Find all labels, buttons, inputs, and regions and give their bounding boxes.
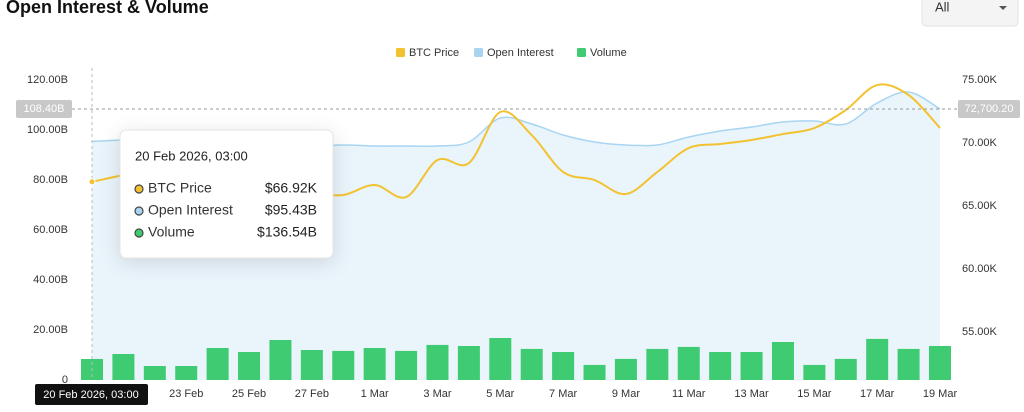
x-tick-label: 9 Mar	[612, 388, 640, 400]
x-tick-label: 23 Feb	[169, 388, 203, 400]
tooltip-name: Open Interest	[148, 202, 233, 218]
dropdown-value[interactable]: All	[935, 0, 950, 14]
y2-tick-label: 55.00K	[962, 326, 998, 338]
volume-bar	[552, 352, 575, 380]
crosshair-y2-label: 72,700.20	[965, 103, 1014, 115]
x-tick-label: 27 Feb	[295, 388, 329, 400]
volume-bar	[269, 340, 292, 380]
tooltip-swatch	[134, 184, 144, 194]
volume-bar	[426, 344, 449, 380]
x-tick-label: 17 Mar	[860, 388, 895, 400]
dropdown-caret	[999, 6, 1007, 10]
volume-bar	[520, 348, 543, 380]
volume-bar	[143, 366, 166, 380]
volume-bar	[740, 352, 763, 380]
crosshair-y-badge	[16, 100, 72, 118]
volume-bar	[866, 338, 889, 380]
y-tick-label: 40.00B	[33, 274, 68, 286]
volume-bar	[646, 348, 669, 380]
x-tick-label: 13 Mar	[734, 388, 769, 400]
dropdown-box[interactable]	[921, 0, 1019, 27]
x-tick-label: 7 Mar	[549, 388, 577, 400]
volume-bar	[897, 348, 920, 380]
tooltip-swatch	[134, 206, 144, 216]
crosshair-y-label: 108.40B	[24, 103, 65, 115]
volume-bar	[206, 348, 229, 380]
x-tick-label: 19 Mar	[923, 388, 958, 400]
volume-bar	[803, 364, 826, 380]
tooltip-swatch	[134, 228, 144, 238]
y2-tick-label: 65.00K	[962, 200, 998, 212]
tooltip: 20 Feb 2026, 03:00 BTC Price $66.92K Open I…	[119, 129, 334, 259]
volume-bar	[395, 350, 418, 380]
y2-tick-label: 75.00K	[962, 74, 998, 86]
volume-bar	[834, 358, 857, 380]
x-tick-label: 15 Mar	[797, 388, 832, 400]
x-tick-label: 5 Mar	[486, 388, 514, 400]
volume-bar	[332, 350, 355, 380]
tooltip-value: $95.43B	[265, 202, 317, 218]
volume-bar	[771, 342, 794, 380]
tooltip-name: BTC Price	[148, 180, 212, 196]
legend-label: Volume	[590, 47, 627, 59]
volume-bar	[583, 364, 606, 380]
x-tick-label: 25 Feb	[232, 388, 266, 400]
y-tick-label: 120.00B	[27, 74, 68, 86]
x-tick-label: 11 Mar	[672, 388, 706, 400]
x-tick-label: 1 Mar	[361, 388, 389, 400]
volume-bar	[238, 352, 261, 380]
volume-bar	[677, 346, 700, 380]
legend-swatch	[396, 48, 405, 57]
y-tick-label: 80.00B	[33, 174, 68, 186]
tooltip-box	[119, 129, 334, 259]
volume-bar	[489, 338, 512, 380]
legend-label: Open Interest	[487, 47, 554, 59]
hover-dot	[88, 178, 96, 186]
tooltip-title: 20 Feb 2026, 03:00	[135, 148, 248, 163]
legend-swatch	[577, 48, 586, 57]
volume-bar	[457, 346, 480, 380]
tooltip-value: $136.54B	[257, 224, 317, 240]
volume-bar	[929, 346, 951, 380]
volume-bar	[175, 366, 198, 380]
tooltip-value: $66.92K	[265, 180, 318, 196]
y-tick-label: 60.00B	[33, 224, 68, 236]
y2-tick-label: 70.00K	[962, 137, 998, 149]
y2-tick-label: 60.00K	[962, 263, 998, 275]
volume-bar	[363, 348, 386, 380]
tooltip-name: Volume	[148, 224, 195, 240]
volume-bar	[112, 354, 135, 380]
volume-bar	[614, 358, 637, 380]
chart-title: Open Interest & Volume	[6, 0, 209, 17]
crosshair-x-label: 20 Feb 2026, 03:00	[43, 389, 138, 401]
volume-bar	[300, 350, 323, 380]
range-dropdown[interactable]: All	[921, 0, 1019, 27]
volume-bar	[709, 352, 732, 380]
y-tick-label: 100.00B	[27, 124, 68, 136]
crosshair-y2-badge	[958, 99, 1020, 118]
legend-label: BTC Price	[409, 47, 459, 59]
crosshair-x-badge	[35, 384, 148, 405]
x-tick-label: 3 Mar	[423, 388, 451, 400]
y-tick-label: 20.00B	[33, 324, 68, 336]
y-tick-label: 0	[62, 374, 68, 386]
legend-swatch	[474, 48, 483, 57]
